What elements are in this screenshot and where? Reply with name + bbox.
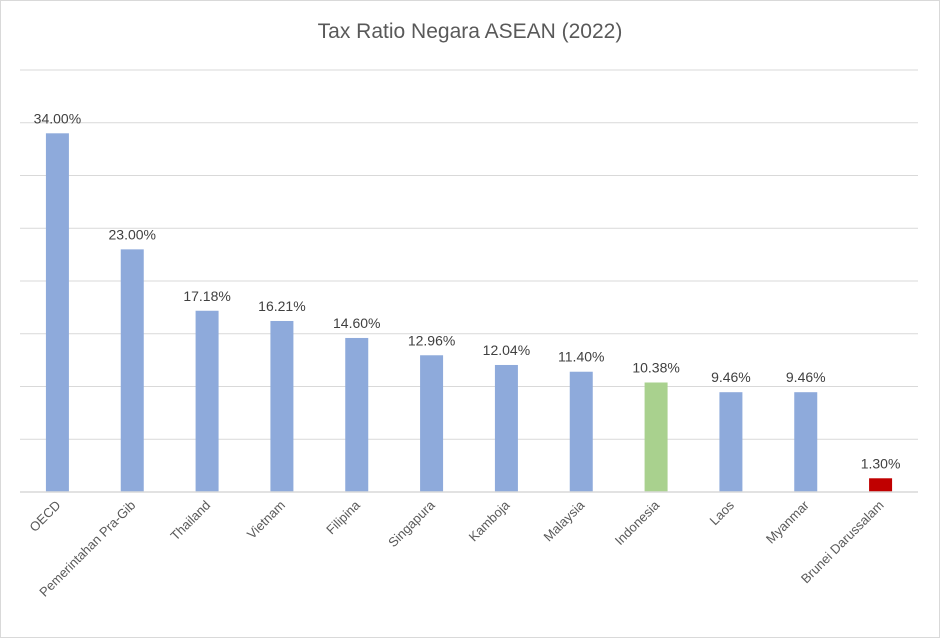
data-label: 12.04% (483, 342, 530, 358)
x-tick-label: Malaysia (540, 497, 587, 544)
data-label: 34.00% (34, 110, 81, 126)
bar-myanmar (794, 392, 818, 492)
bar-singapura (420, 355, 444, 492)
bar-oecd (45, 133, 69, 493)
x-tick-label: Vietnam (244, 498, 288, 542)
data-label: 16.21% (258, 298, 305, 314)
bar-thailand (195, 310, 219, 492)
x-tick-label: Myanmar (763, 497, 812, 546)
data-label: 1.30% (861, 455, 901, 471)
bar-vietnam (270, 320, 294, 492)
x-tick-label: Laos (706, 497, 737, 528)
data-label: 10.38% (632, 359, 679, 375)
bar-filipina (345, 337, 369, 492)
bar-brunei-darussalam (869, 478, 893, 492)
data-label: 23.00% (109, 226, 156, 242)
data-label: 14.60% (333, 315, 380, 331)
x-tick-label: Singapura (385, 497, 438, 550)
chart-title: Tax Ratio Negara ASEAN (2022) (317, 20, 623, 43)
x-tick-label: Thailand (167, 498, 213, 544)
x-tick-label: Filipina (323, 497, 363, 537)
data-label: 12.96% (408, 332, 455, 348)
bar-indonesia (644, 382, 668, 492)
x-tick-label: Indonesia (612, 497, 663, 548)
bar-laos (719, 392, 743, 492)
bar-kamboja (494, 364, 518, 492)
data-label: 9.46% (711, 369, 751, 385)
data-label: 11.40% (558, 349, 604, 365)
data-label: 17.18% (183, 288, 230, 304)
bar-malaysia (569, 371, 593, 492)
bar-pemerintahan-pra-gib (120, 249, 144, 492)
x-tick-label: OECD (26, 498, 63, 535)
x-tick-label: Kamboja (466, 497, 513, 544)
data-label: 9.46% (786, 369, 826, 385)
x-tick-label: Brunei Darussalam (798, 498, 887, 587)
